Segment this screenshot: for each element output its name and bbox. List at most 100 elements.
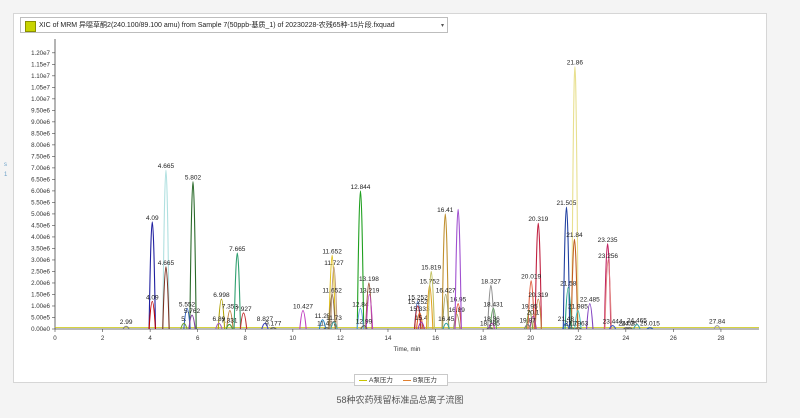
peak-label: 6.89	[213, 316, 226, 323]
y-tick-label: 6.00e6	[31, 188, 50, 195]
peak-label: 12.84	[352, 301, 369, 308]
peak-trace	[625, 327, 633, 330]
y-tick-label: 7.50e6	[31, 153, 50, 160]
peak-label: 5.552	[179, 301, 196, 308]
x-tick-label: 28	[718, 335, 725, 342]
chevron-down-icon[interactable]: ▾	[440, 23, 444, 29]
side-mark-1: s	[4, 162, 7, 168]
peak-label: 11.652	[322, 287, 342, 294]
peak-label: 11.427	[317, 321, 337, 328]
peak-trace	[330, 321, 338, 330]
peak-trace	[454, 303, 462, 330]
peak-trace	[571, 66, 579, 330]
peak-label: 21.86	[567, 60, 584, 67]
y-tick-label: 0.00e0	[31, 326, 50, 333]
peak-label: 8.827	[257, 316, 274, 323]
peak-label: 7.353	[222, 304, 239, 311]
trace-selector-text: XIC of MRM 异噁草酮2(240.100/89.100 amu) fro…	[39, 22, 395, 29]
peak-label: 13.219	[359, 287, 379, 294]
peak-label: 21.84	[566, 232, 583, 239]
peak-label: 7.927	[235, 306, 252, 313]
peak-label: 7.665	[229, 246, 246, 253]
peak-label: 15.252	[408, 299, 428, 306]
peak-label: 19.95	[521, 304, 538, 311]
peak-trace	[239, 312, 248, 330]
x-tick-label: 10	[289, 335, 296, 342]
y-tick-label: 9.00e6	[31, 119, 50, 126]
peak-label: 5.802	[185, 175, 202, 182]
x-tick-label: 2	[101, 335, 105, 342]
peak-label: 19.87	[519, 317, 536, 324]
peak-trace	[215, 322, 223, 330]
peak-label: 18.431	[483, 301, 503, 308]
peak-label: 16.45	[438, 316, 455, 323]
peak-trace	[225, 323, 234, 330]
peak-trace	[562, 206, 571, 330]
legend-label-a: A泵压力	[369, 377, 393, 384]
peak-trace	[646, 327, 654, 330]
peak-trace	[233, 252, 242, 330]
peak-trace	[360, 324, 368, 330]
peak-trace	[269, 327, 277, 330]
x-tick-label: 0	[53, 335, 57, 342]
trace-color-swatch	[25, 21, 36, 32]
peak-label: 24.15	[621, 321, 638, 328]
legend-swatch-b	[403, 379, 411, 381]
y-tick-label: 1.05e7	[31, 84, 50, 91]
peak-trace	[527, 280, 535, 330]
peak-trace	[328, 254, 336, 330]
peak-label: 20.319	[528, 292, 548, 299]
y-tick-label: 3.50e6	[31, 245, 50, 252]
peak-trace	[604, 259, 612, 330]
peak-label: 10.427	[293, 304, 313, 311]
peak-label: 18.285	[480, 321, 500, 328]
peak-label: 4.09	[146, 294, 159, 301]
peak-trace	[529, 315, 537, 330]
peak-label: 23.256	[598, 253, 618, 260]
trace-selector-dropdown[interactable]: XIC of MRM 异噁草酮2(240.100/89.100 amu) fro…	[20, 17, 448, 33]
peak-label: 15.252	[408, 294, 428, 301]
legend-swatch-a	[359, 379, 367, 381]
peak-label: 16.89	[449, 307, 466, 314]
peak-trace	[534, 222, 543, 330]
peak-label: 20.019	[521, 274, 541, 281]
peak-label: 20.319	[528, 216, 548, 223]
peak-label: 11.73	[326, 315, 342, 322]
x-tick-label: 8	[244, 335, 248, 342]
peak-trace	[189, 181, 197, 330]
peak-label: 27.84	[709, 319, 726, 326]
peak-trace	[365, 293, 374, 330]
peak-trace	[180, 322, 188, 330]
peak-trace	[562, 322, 570, 330]
peak-label: 16.95	[450, 297, 467, 304]
y-tick-label: 5.00e6	[31, 211, 50, 218]
y-tick-label: 1.10e7	[31, 73, 50, 80]
peak-trace	[564, 287, 573, 330]
peak-label: 18.36	[484, 316, 501, 323]
peak-trace	[162, 169, 170, 330]
peak-trace	[567, 327, 575, 330]
peak-label: 15.819	[421, 264, 441, 271]
peak-trace	[162, 266, 170, 330]
peak-label: 23.444	[603, 319, 623, 326]
peak-trace	[226, 310, 234, 330]
legend-label-b: B泵压力	[413, 377, 437, 384]
peak-label: 13.198	[359, 276, 379, 283]
peak-label: 21.963	[568, 321, 588, 328]
peak-label: 12.99	[356, 319, 373, 326]
peak-label: 21.7	[565, 321, 578, 328]
peak-trace	[261, 322, 269, 330]
peak-label: 15.333	[410, 306, 430, 313]
chromatogram-panel: XIC of MRM 异噁草酮2(240.100/89.100 amu) fro…	[13, 13, 767, 386]
y-tick-label: 1.20e7	[31, 50, 50, 57]
peak-trace	[148, 300, 157, 330]
y-tick-label: 5.00e5	[31, 314, 50, 321]
peak-trace	[188, 314, 196, 330]
x-tick-label: 24	[622, 335, 629, 342]
peak-trace	[415, 312, 424, 330]
x-tick-label: 14	[385, 335, 392, 342]
peak-trace	[330, 266, 338, 330]
x-tick-label: 20	[527, 335, 534, 342]
peak-label: 16.427	[436, 287, 456, 294]
x-axis-label: Time, min	[394, 346, 421, 353]
